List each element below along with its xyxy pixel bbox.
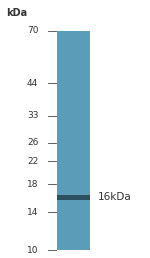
Text: 10: 10 — [27, 246, 39, 255]
Text: 18: 18 — [27, 180, 39, 189]
Bar — [57, 31, 90, 250]
Text: 33: 33 — [27, 111, 39, 120]
Text: 26: 26 — [27, 138, 38, 147]
Text: 70: 70 — [27, 27, 39, 35]
Text: 14: 14 — [27, 208, 38, 217]
Text: 44: 44 — [27, 79, 38, 88]
Bar — [57, 195, 90, 200]
Text: 16kDa: 16kDa — [98, 192, 131, 202]
Text: 22: 22 — [27, 157, 38, 166]
Text: kDa: kDa — [6, 8, 27, 18]
